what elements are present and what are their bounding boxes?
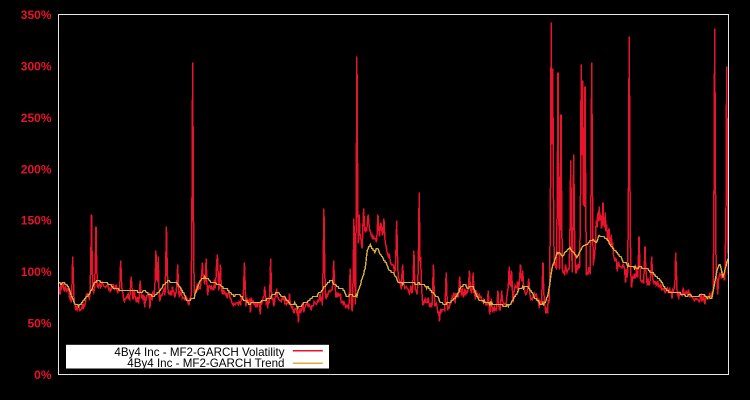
svg-text:350%: 350%: [21, 8, 52, 22]
svg-text:4By4 Inc - MF2-GARCH Volatilit: 4By4 Inc - MF2-GARCH Volatility: [114, 346, 284, 359]
svg-text:50%: 50%: [27, 317, 51, 331]
svg-text:200%: 200%: [21, 162, 52, 176]
svg-text:100%: 100%: [21, 265, 52, 279]
svg-text:250%: 250%: [21, 111, 52, 125]
svg-text:4By4 Inc - MF2-GARCH Trend: 4By4 Inc - MF2-GARCH Trend: [127, 357, 284, 370]
svg-text:300%: 300%: [21, 59, 52, 73]
svg-text:150%: 150%: [21, 214, 52, 228]
svg-text:0%: 0%: [34, 368, 52, 382]
